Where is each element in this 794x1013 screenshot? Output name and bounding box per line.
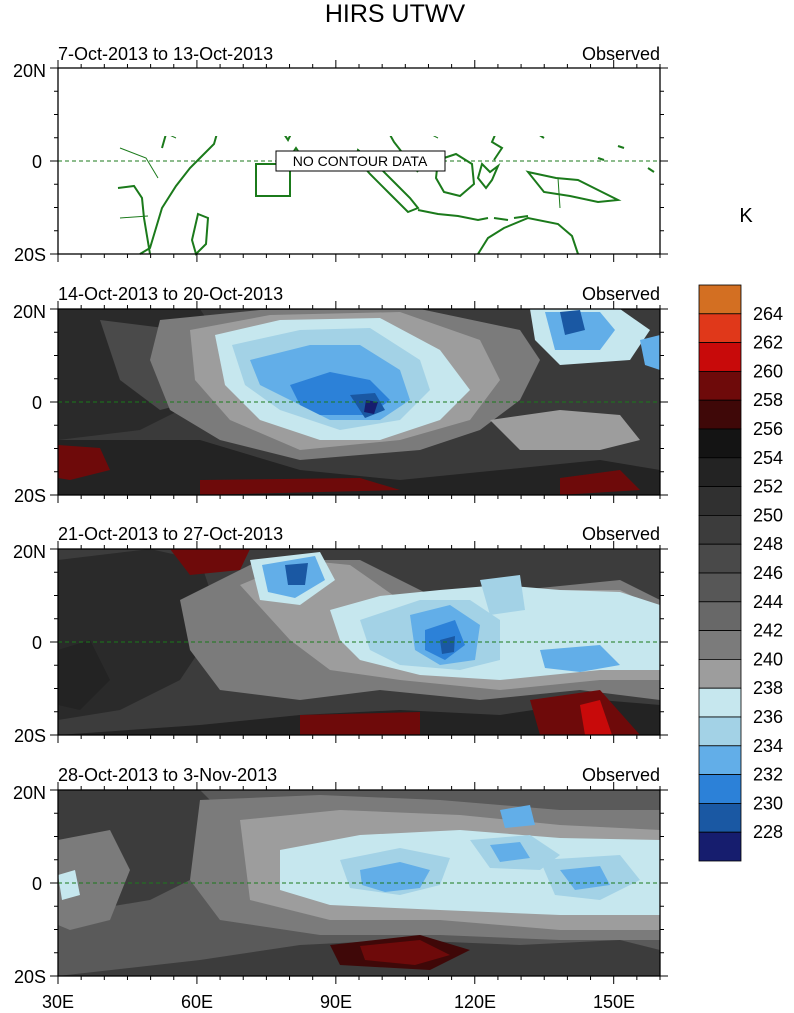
panel-3-ytick-label: 20S — [14, 726, 46, 746]
colorbar-level-label: 244 — [753, 592, 783, 612]
panel-1-ticks — [50, 60, 668, 262]
panel-3-ytick-label: 0 — [32, 633, 42, 653]
colorbar-box — [698, 630, 742, 660]
colorbar-box — [698, 774, 742, 804]
colorbar-level-label: 246 — [753, 563, 783, 583]
colorbar-box — [698, 486, 742, 516]
panel-1-ytick-label: 20N — [13, 61, 46, 81]
panel-1-period: 7-Oct-2013 to 13-Oct-2013 — [58, 44, 273, 64]
panel-2-ytick-label: 0 — [32, 393, 42, 413]
panel-4-fields — [58, 790, 660, 976]
panel-3: 21-Oct-2013 to 27-Oct-2013 Observed 20N … — [13, 524, 668, 746]
colorbar-box — [698, 515, 742, 545]
colorbar-box — [698, 745, 742, 775]
colorbar-level-label: 236 — [753, 707, 783, 727]
panel-2: 14-Oct-2013 to 20-Oct-2013 Observed 20N … — [13, 284, 668, 506]
colorbar-level-label: 240 — [753, 649, 783, 669]
xtick-label: 120E — [454, 992, 496, 1012]
colorbar-box — [698, 543, 742, 574]
colorbar-level-label: 262 — [753, 333, 783, 353]
colorbar-level-label: 260 — [753, 361, 783, 381]
colorbar-box — [698, 803, 742, 833]
colorbar-level-label: 254 — [753, 448, 783, 468]
panel-4-label: Observed — [582, 765, 660, 785]
colorbar-box — [698, 572, 742, 603]
panel-3-label: Observed — [582, 524, 660, 544]
xtick-label: 30E — [42, 992, 74, 1012]
panel-4-ytick-label: 20N — [13, 783, 46, 803]
colorbar-box — [698, 313, 742, 343]
colorbar-level-label: 242 — [753, 621, 783, 641]
colorbar-box — [698, 428, 742, 459]
panel-2-ticks — [50, 301, 668, 503]
xtick-label: 150E — [593, 992, 635, 1012]
colorbar: K 264 262 260 258 256 254 252 250 248 246 244 242 24… — [698, 205, 783, 862]
colorbar-level-label: 252 — [753, 477, 783, 497]
colorbar-level-label: 238 — [753, 678, 783, 698]
xtick-label: 60E — [181, 992, 213, 1012]
colorbar-boxes — [698, 284, 742, 862]
panel-4-ytick-label: 0 — [32, 874, 42, 894]
panel-3-ytick-label: 20N — [13, 542, 46, 562]
panel-4-ytick-label: 20S — [14, 967, 46, 987]
colorbar-box — [698, 659, 742, 689]
colorbar-unit: K — [739, 205, 753, 227]
colorbar-box — [698, 601, 742, 631]
colorbar-level-label: 228 — [753, 822, 783, 842]
colorbar-level-label: 264 — [753, 304, 783, 324]
colorbar-box — [698, 399, 742, 430]
colorbar-level-label: 232 — [753, 765, 783, 785]
colorbar-box — [698, 370, 742, 401]
colorbar-labels: 264 262 260 258 256 254 252 250 248 246 244 242 240 2… — [753, 304, 783, 842]
panel-1: 7-Oct-2013 to 13-Oct-2013 Observed 20N 0… — [13, 44, 668, 265]
colorbar-box — [698, 831, 742, 862]
colorbar-level-label: 250 — [753, 505, 783, 525]
colorbar-box — [698, 342, 742, 372]
no-data-message: NO CONTOUR DATA — [293, 153, 428, 169]
colorbar-box — [698, 284, 742, 315]
x-axis-labels: 30E 60E 90E 120E 150E — [42, 992, 635, 1012]
colorbar-box — [698, 716, 742, 747]
panel-3-fields — [58, 549, 660, 735]
no-data-box — [275, 150, 446, 172]
xtick-label: 90E — [320, 992, 352, 1012]
colorbar-level-label: 230 — [753, 793, 783, 813]
colorbar-level-label: 258 — [753, 390, 783, 410]
panel-4-ticks — [50, 782, 668, 984]
panel-2-ytick-label: 20S — [14, 486, 46, 506]
colorbar-level-label: 234 — [753, 736, 783, 756]
panel-2-period: 14-Oct-2013 to 20-Oct-2013 — [58, 284, 283, 304]
figure-title: HIRS UTWV — [325, 0, 466, 28]
panel-2-fields — [58, 309, 660, 495]
panel-1-ytick-label: 20S — [14, 245, 46, 265]
colorbar-box — [698, 457, 742, 487]
panel-1-ytick-label: 0 — [32, 152, 42, 172]
panel-2-ytick-label: 20N — [13, 302, 46, 322]
panel-3-period: 21-Oct-2013 to 27-Oct-2013 — [58, 524, 283, 544]
panel-1-label: Observed — [582, 44, 660, 64]
panel-3-ticks — [50, 541, 668, 743]
colorbar-level-label: 248 — [753, 534, 783, 554]
colorbar-box — [698, 687, 742, 718]
panel-4: 28-Oct-2013 to 3-Nov-2013 Observed 20N 0… — [13, 765, 668, 987]
colorbar-level-label: 256 — [753, 419, 783, 439]
panel-4-period: 28-Oct-2013 to 3-Nov-2013 — [58, 765, 277, 785]
panel-2-label: Observed — [582, 284, 660, 304]
